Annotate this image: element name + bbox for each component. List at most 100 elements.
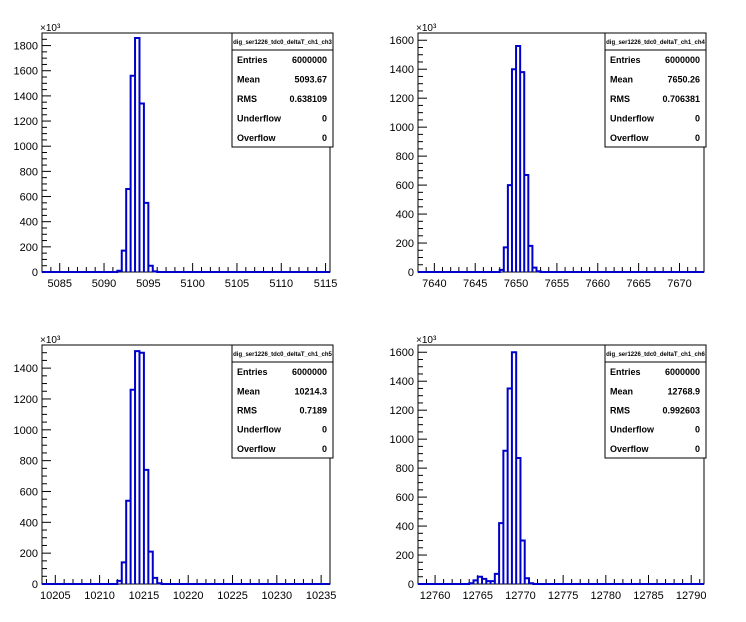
x-tick-label: 5105 xyxy=(225,278,249,290)
stats-row-label: Overflow xyxy=(237,444,277,454)
stats-row-value: 0 xyxy=(695,444,700,454)
y-tick-label: 1000 xyxy=(390,434,414,446)
stats-row-value: 0 xyxy=(322,133,327,143)
y-tick-label: 1600 xyxy=(14,66,38,78)
stats-histogram-name: dig_ser1226_tdc0_deltaT_ch1_ch5 xyxy=(233,352,332,358)
stats-row-value: 6000000 xyxy=(292,367,327,377)
y-tick-label: 1000 xyxy=(14,141,38,153)
y-tick-label: 1200 xyxy=(390,405,414,417)
stats-row-value: 5093.67 xyxy=(294,75,327,85)
y-tick-label: 1400 xyxy=(390,64,414,76)
histogram-series-line xyxy=(418,45,704,273)
stats-histogram-name: dig_ser1226_tdc0_deltaT_ch1_ch3 xyxy=(233,40,332,46)
x-tick-label: 7645 xyxy=(463,278,487,290)
stats-row-label: Mean xyxy=(237,75,260,85)
y-tick-label: 200 xyxy=(396,238,414,250)
y-tick-label: 1600 xyxy=(390,35,414,47)
stats-row-label: Entries xyxy=(237,367,268,377)
histogram-pad: 0 200 400 600 800 1000 1200 1400 1600 1800 5085 509… xyxy=(14,23,338,290)
y-tick-label: 1400 xyxy=(14,363,38,375)
y-tick-label: 0 xyxy=(32,579,38,591)
x-tick-label: 7640 xyxy=(422,278,446,290)
histogram-pad: 0 200 400 600 800 1000 1200 1400 1600 7640 7645 765… xyxy=(390,23,707,290)
x-tick-label: 7660 xyxy=(586,278,610,290)
stats-histogram-name: dig_ser1226_tdc0_deltaT_ch1_ch6 xyxy=(606,352,705,358)
stats-row-value: 6000000 xyxy=(665,55,700,65)
y-multiplier-label: ×10³ xyxy=(416,335,437,346)
stats-row-label: Mean xyxy=(610,75,633,85)
y-tick-label: 1200 xyxy=(390,93,414,105)
y-tick-label: 1000 xyxy=(390,122,414,134)
stats-row-label: RMS xyxy=(237,94,257,104)
stats-row-value: 7650.26 xyxy=(667,75,700,85)
y-multiplier-label: ×10³ xyxy=(40,23,61,34)
y-tick-label: 1600 xyxy=(390,347,414,359)
x-tick-label: 10235 xyxy=(306,590,337,602)
stats-row-value: 0.7189 xyxy=(299,406,327,416)
x-tick-label: 5090 xyxy=(92,278,116,290)
histogram-series-line xyxy=(42,350,330,585)
stats-row-value: 12768.9 xyxy=(667,386,700,396)
x-tick-label: 10210 xyxy=(84,590,115,602)
x-tick-label: 12765 xyxy=(462,590,493,602)
y-tick-label: 400 xyxy=(20,517,38,529)
stats-row-value: 0.638109 xyxy=(289,94,327,104)
stats-row-label: RMS xyxy=(237,406,257,416)
histogram-series-line xyxy=(42,37,330,273)
stats-row-value: 0.992603 xyxy=(662,406,700,416)
y-tick-label: 600 xyxy=(20,192,38,204)
y-multiplier-label: ×10³ xyxy=(40,335,61,346)
y-tick-label: 1200 xyxy=(14,394,38,406)
y-tick-label: 1400 xyxy=(14,91,38,103)
stats-row-label: Underflow xyxy=(610,425,655,435)
y-tick-label: 800 xyxy=(396,463,414,475)
y-tick-label: 0 xyxy=(408,579,414,591)
stats-row-label: Underflow xyxy=(610,113,655,123)
stats-row-value: 10214.3 xyxy=(294,386,327,396)
stats-box: dig_ser1226_tdc0_deltaT_ch1_ch6 Entries 60… xyxy=(604,344,707,459)
stats-row-value: 6000000 xyxy=(665,367,700,377)
y-tick-label: 800 xyxy=(20,456,38,468)
stats-row-value: 0 xyxy=(695,425,700,435)
x-tick-label: 5115 xyxy=(314,278,338,290)
histogram-pad: 0 200 400 600 800 1000 1200 1400 10205 10210 10215… xyxy=(14,335,337,602)
y-tick-label: 600 xyxy=(396,180,414,192)
y-tick-label: 1800 xyxy=(14,41,38,53)
y-tick-label: 200 xyxy=(20,242,38,254)
y-tick-label: 1000 xyxy=(14,425,38,437)
stats-row-value: 0 xyxy=(695,133,700,143)
y-multiplier-label: ×10³ xyxy=(416,23,437,34)
stats-histogram-name: dig_ser1226_tdc0_deltaT_ch1_ch4 xyxy=(606,40,705,46)
y-tick-label: 400 xyxy=(20,217,38,229)
stats-row-value: 0.706381 xyxy=(662,94,700,104)
stats-row-label: Entries xyxy=(610,367,641,377)
stats-row-label: Overflow xyxy=(237,133,277,143)
stats-box: dig_ser1226_tdc0_deltaT_ch1_ch3 Entries 60… xyxy=(231,32,334,148)
x-tick-label: 12790 xyxy=(676,590,707,602)
stats-row-label: Mean xyxy=(237,386,260,396)
y-tick-label: 400 xyxy=(396,209,414,221)
stats-row-label: Entries xyxy=(610,55,641,65)
stats-row-label: Entries xyxy=(237,55,268,65)
x-tick-label: 10220 xyxy=(173,590,204,602)
y-tick-label: 0 xyxy=(408,267,414,279)
stats-row-value: 0 xyxy=(322,113,327,123)
stats-row-label: Overflow xyxy=(610,133,650,143)
stats-box-frame xyxy=(604,344,707,459)
y-tick-label: 0 xyxy=(32,267,38,279)
x-tick-label: 7650 xyxy=(504,278,528,290)
stats-row-value: 0 xyxy=(322,444,327,454)
stats-row-label: Overflow xyxy=(610,444,650,454)
stats-row-label: Mean xyxy=(610,386,633,396)
stats-row-label: RMS xyxy=(610,94,630,104)
x-tick-label: 5100 xyxy=(180,278,204,290)
x-tick-label: 7665 xyxy=(626,278,650,290)
histogram-pad: 0 200 400 600 800 1000 1200 1400 1600 12760 12765 1… xyxy=(390,335,707,602)
x-tick-label: 12770 xyxy=(505,590,536,602)
x-tick-label: 10225 xyxy=(217,590,248,602)
y-tick-label: 600 xyxy=(396,492,414,504)
x-tick-label: 5095 xyxy=(136,278,160,290)
stats-row-value: 0 xyxy=(695,113,700,123)
x-tick-label: 12760 xyxy=(420,590,451,602)
